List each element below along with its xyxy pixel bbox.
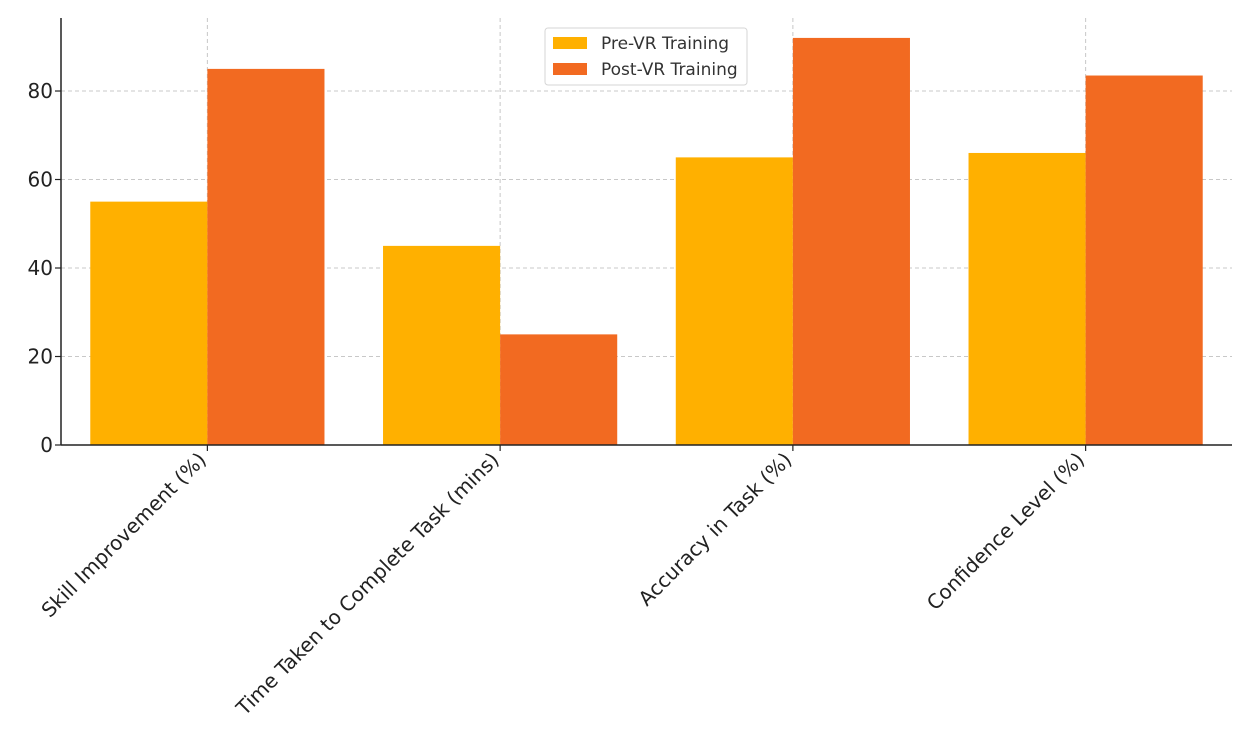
bar-0-3: [968, 152, 1086, 445]
legend-label: Post-VR Training: [601, 60, 738, 80]
legend-box: [544, 27, 748, 86]
y-tick-label: 80: [28, 79, 53, 103]
bars: [90, 37, 1203, 445]
bar-0-1: [383, 245, 501, 445]
bar-1-1: [500, 334, 618, 445]
bar-1-2: [792, 37, 910, 445]
x-tick-label: Confidence Level (%): [922, 448, 1089, 615]
axes: [55, 18, 1232, 451]
y-tick-label: 20: [28, 345, 53, 369]
legend: Pre-VR Training Post-VR Training: [544, 27, 748, 86]
y-tick-label: 60: [28, 168, 53, 192]
legend-swatch: [553, 63, 587, 75]
bar-1-3: [1085, 75, 1203, 445]
legend-label: Pre-VR Training: [601, 34, 729, 54]
y-tick-label: 40: [28, 256, 53, 280]
x-tick-label: Time Taken to Complete Task (mins): [231, 448, 504, 721]
bar-0-0: [90, 201, 208, 445]
legend-swatch: [553, 37, 587, 49]
x-tick-label: Skill Improvement (%): [36, 448, 211, 623]
y-tick-label: 0: [40, 433, 53, 457]
bar-0-2: [675, 157, 793, 445]
x-tick-label: Accuracy in Task (%): [633, 448, 796, 611]
bar-1-0: [207, 68, 325, 445]
